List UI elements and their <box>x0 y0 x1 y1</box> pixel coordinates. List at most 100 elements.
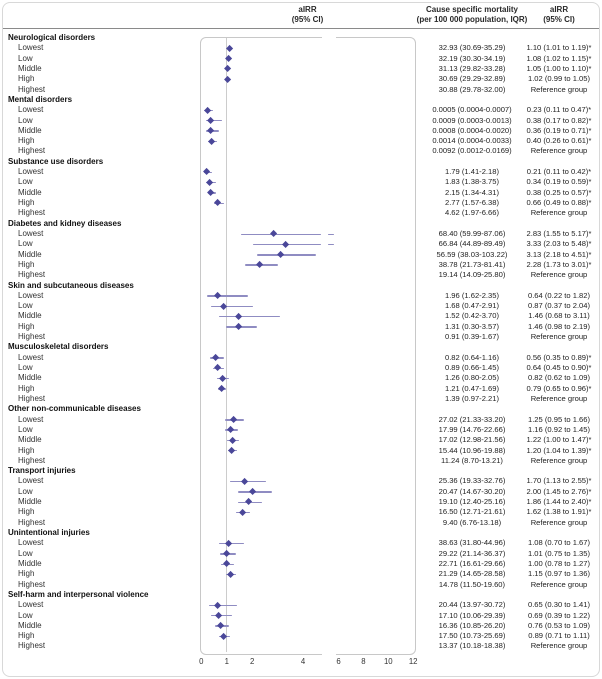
mortality-value: 14.78 (11.50-19.60) <box>438 579 506 589</box>
plot-panel <box>200 37 416 655</box>
point-diamond <box>225 54 233 63</box>
quintile-label: Low <box>18 363 33 372</box>
point-diamond <box>220 632 228 640</box>
forest-row: Low 20.47 (14.67-30.20) 2.00 (1.45 to 2.76… <box>0 487 602 497</box>
section-label: Mental disorders <box>8 94 73 104</box>
airr-value: Reference group <box>530 393 588 403</box>
quintile-label: Highest <box>18 393 46 403</box>
plot-header-line1: aIRR <box>298 5 317 14</box>
quintile-label: Lowest <box>18 352 44 362</box>
forest-row: Low 32.19 (30.30-34.19) 1.08 (1.02 to 1.15… <box>0 54 602 64</box>
forest-row: Highest 19.14 (14.09-25.80) Reference grou… <box>0 270 602 280</box>
mortality-value: 1.68 (0.47-2.91) <box>444 301 500 311</box>
forest-row: Middle 1.52 (0.42-3.70) 1.46 (0.68 to 3.11… <box>0 311 602 321</box>
mortality-value: 16.50 (12.71-21.61) <box>438 507 506 517</box>
quintile-label: Lowest <box>18 414 44 424</box>
airr-value: 1.25 (0.95 to 1.66) <box>527 414 591 424</box>
mortality-value: 1.83 (1.38-3.75) <box>444 177 500 187</box>
forest-row: Low 0.89 (0.66-1.45) 0.64 (0.45 to 0.90)* <box>0 363 602 373</box>
quintile-label: Highest <box>18 208 46 218</box>
mortality-value: 0.91 (0.39-1.67) <box>444 332 500 342</box>
airr-value: 0.89 (0.71 to 1.11) <box>528 631 590 641</box>
forest-row: Highest 9.40 (6.76-13.18) Reference group <box>0 518 602 528</box>
quintile-label: Highest <box>18 146 46 156</box>
quintile-label: Highest <box>18 579 46 589</box>
quintile-label: Low <box>18 115 33 125</box>
forest-row: Lowest 20.44 (13.97-30.72) 0.65 (0.30 to 1… <box>0 600 602 610</box>
point-diamond <box>215 611 223 620</box>
ci-line <box>208 604 238 607</box>
airr-value: 0.21 (0.11 to 0.42)* <box>526 167 592 177</box>
quintile-label: Lowest <box>18 228 44 238</box>
quintile-label: Low <box>18 486 33 496</box>
quintile-label: Middle <box>18 497 42 507</box>
point-diamond <box>202 168 211 176</box>
point-diamond <box>207 116 215 125</box>
forest-row: Middle 1.26 (0.80-2.05) 0.82 (0.62 to 1.09… <box>0 373 602 383</box>
mortality-value: 68.40 (59.99-87.06) <box>438 228 506 238</box>
mortality-value: 2.77 (1.57-6.38) <box>444 198 500 207</box>
section-label: Self-harm and interpersonal violence <box>8 589 149 599</box>
forest-row: Low 1.68 (0.47-2.91) 0.87 (0.37 to 2.04) <box>0 301 602 311</box>
mortality-value: 0.0092 (0.0012-0.0169) <box>432 146 512 156</box>
axis-break-bottom <box>322 650 336 655</box>
forest-row: High 1.31 (0.30-3.57) 1.46 (0.98 to 2.19) <box>0 322 602 332</box>
airr-value: 2.83 (1.55 to 5.17)* <box>526 228 592 238</box>
quintile-label: Lowest <box>18 600 44 610</box>
point-diamond <box>213 292 222 300</box>
mortality-value: 0.82 (0.64-1.16) <box>444 352 500 362</box>
quintile-label: Lowest <box>18 43 44 53</box>
section-row: Neurological disorders <box>0 33 602 43</box>
mortality-value: 0.89 (0.66-1.45) <box>444 363 500 372</box>
forest-row: Highest 4.62 (1.97-6.66) Reference group <box>0 208 602 218</box>
airr-value: 0.34 (0.19 to 0.59)* <box>526 177 592 187</box>
airr-value: 0.79 (0.65 to 0.96)* <box>526 383 592 393</box>
forest-row: Middle 22.71 (16.61-29.66) 1.00 (0.78 to 1… <box>0 559 602 569</box>
quintile-label: Highest <box>18 455 46 465</box>
point-diamond <box>218 374 226 382</box>
airr-value: Reference group <box>530 332 588 342</box>
ci-line <box>240 233 321 235</box>
forest-row: Low 29.22 (21.14-36.37) 1.01 (0.75 to 1.35… <box>0 549 602 559</box>
point-diamond <box>238 508 247 517</box>
mortality-header-line2: (per 100 000 population, IQR) <box>416 15 528 24</box>
airr-value: Reference group <box>530 270 588 280</box>
airr-value: 1.01 (0.75 to 1.35) <box>527 548 591 558</box>
point-diamond <box>234 323 243 331</box>
section-label: Unintentional injuries <box>8 528 90 537</box>
plot-header-line2: (95% CI) <box>291 15 324 24</box>
quintile-label: Low <box>18 610 33 620</box>
section-row: Unintentional injuries <box>0 528 602 538</box>
forest-row: High 38.78 (21.73-81.41) 2.28 (1.73 to 3.0… <box>0 260 602 270</box>
forest-row: Highest 0.0092 (0.0012-0.0169) Reference g… <box>0 146 602 156</box>
airr-value: Reference group <box>530 84 588 94</box>
quintile-label: High <box>18 507 35 517</box>
point-diamond <box>203 106 211 114</box>
forest-row: Low 17.99 (14.76-22.66) 1.16 (0.92 to 1.45… <box>0 425 602 435</box>
airr-value: 2.00 (1.45 to 2.76)* <box>526 486 592 496</box>
ci-line <box>218 316 281 318</box>
mortality-value: 32.19 (30.30-34.19) <box>438 53 506 63</box>
airr-value: 0.36 (0.19 to 0.71)* <box>526 125 592 135</box>
mortality-value: 66.84 (44.89-89.49) <box>438 239 506 249</box>
point-diamond <box>255 261 263 269</box>
quintile-label: Highest <box>18 641 46 651</box>
quintile-label: Middle <box>18 558 42 568</box>
forest-row: Lowest 38.63 (31.80-44.96) 1.08 (0.70 to 1… <box>0 538 602 548</box>
ci-line <box>210 305 254 308</box>
point-diamond <box>214 601 222 609</box>
forest-row: Highest 0.91 (0.39-1.67) Reference group <box>0 332 602 342</box>
forest-row: Highest 30.88 (29.78-32.00) Reference grou… <box>0 85 602 95</box>
point-diamond <box>269 230 277 238</box>
airr-value: 1.15 (0.97 to 1.36) <box>527 569 591 579</box>
forest-row: High 1.21 (0.47-1.69) 0.79 (0.65 to 0.96)* <box>0 384 602 394</box>
point-diamond <box>206 178 214 187</box>
mortality-value: 31.13 (29.82-33.28) <box>438 63 506 73</box>
quintile-label: Middle <box>18 125 42 135</box>
quintile-label: Middle <box>18 373 42 383</box>
forest-row: Lowest 25.36 (19.33-32.76) 1.70 (1.13 to 2… <box>0 476 602 486</box>
airr-value: Reference group <box>530 579 588 589</box>
point-diamond <box>223 560 231 568</box>
section-row: Mental disorders <box>0 95 602 105</box>
point-diamond <box>234 312 243 321</box>
